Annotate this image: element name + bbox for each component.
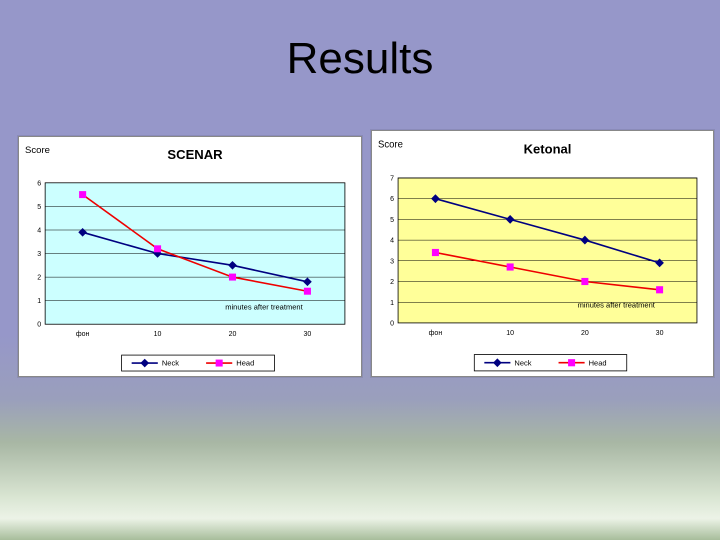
- svg-text:SCENAR: SCENAR: [167, 147, 223, 162]
- svg-text:6: 6: [390, 195, 394, 203]
- svg-text:3: 3: [37, 251, 41, 258]
- svg-text:1: 1: [390, 299, 394, 307]
- svg-text:3: 3: [390, 257, 394, 265]
- svg-text:30: 30: [304, 331, 312, 338]
- svg-text:30: 30: [656, 329, 664, 337]
- svg-text:фон: фон: [429, 329, 443, 337]
- svg-text:5: 5: [390, 216, 394, 224]
- svg-text:Ketonal: Ketonal: [524, 141, 572, 156]
- svg-text:10: 10: [154, 331, 162, 338]
- svg-text:minutes after treatment: minutes after treatment: [578, 301, 656, 310]
- svg-text:20: 20: [581, 329, 589, 337]
- svg-text:6: 6: [37, 180, 41, 187]
- svg-text:0: 0: [390, 319, 394, 327]
- svg-text:7: 7: [390, 174, 394, 182]
- svg-text:фон: фон: [76, 331, 90, 338]
- svg-text:0: 0: [37, 322, 41, 329]
- svg-text:2: 2: [37, 275, 41, 282]
- svg-text:4: 4: [37, 227, 41, 234]
- scenar-line-chart: 0 1 2 3 4 5 6 Score SCENAR фон 10 20 30 minutes after…: [25, 145, 346, 372]
- svg-text:1: 1: [37, 298, 41, 305]
- ketonal-line-chart: 0 1 2 3 4 5 6 7 Score Ketonal фон 10 20 30 minutes aft…: [378, 139, 698, 372]
- ketonal-chart-panel: 0 1 2 3 4 5 6 7 Score Ketonal фон 10 20 30 minutes aft…: [371, 130, 714, 377]
- svg-text:10: 10: [506, 329, 514, 337]
- svg-text:20: 20: [229, 331, 237, 338]
- svg-text:Head: Head: [589, 358, 607, 367]
- svg-text:Neck: Neck: [162, 359, 179, 368]
- svg-text:Score: Score: [25, 145, 50, 156]
- svg-text:4: 4: [390, 237, 394, 245]
- svg-text:Score: Score: [378, 139, 403, 150]
- slide-title: Results: [286, 34, 434, 83]
- svg-text:2: 2: [390, 278, 394, 286]
- svg-text:5: 5: [37, 204, 41, 211]
- svg-text:minutes after treatment: minutes after treatment: [225, 302, 303, 311]
- svg-text:Neck: Neck: [514, 358, 531, 367]
- scenar-chart-panel: 0 1 2 3 4 5 6 Score SCENAR фон 10 20 30 minutes after…: [18, 136, 362, 377]
- svg-text:Head: Head: [236, 359, 254, 368]
